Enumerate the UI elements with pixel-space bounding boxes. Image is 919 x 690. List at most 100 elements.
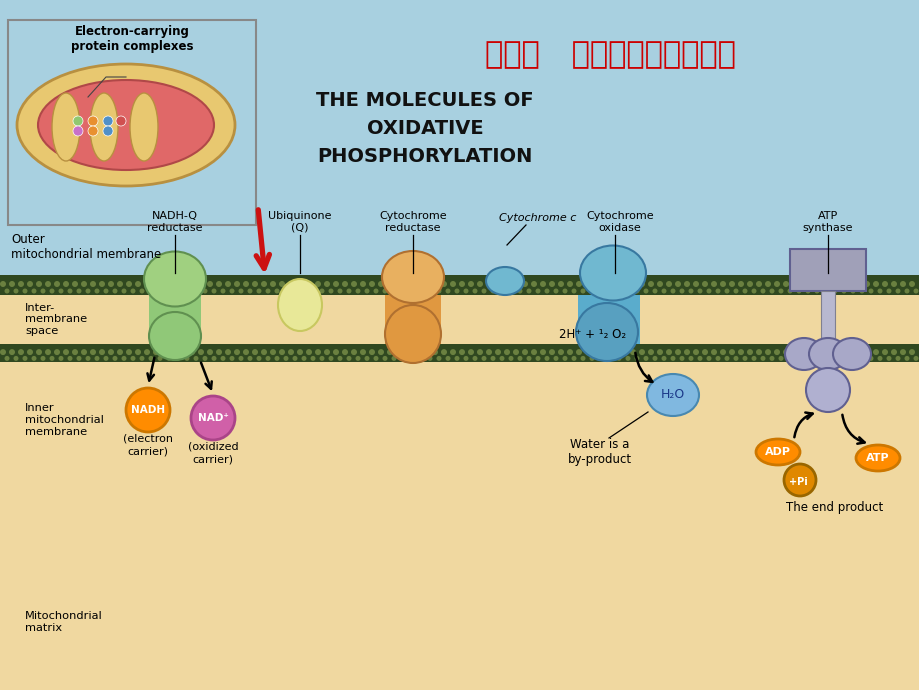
Circle shape bbox=[166, 356, 171, 361]
Circle shape bbox=[243, 349, 249, 355]
Circle shape bbox=[476, 281, 482, 287]
Circle shape bbox=[634, 356, 639, 361]
Circle shape bbox=[40, 356, 45, 361]
Circle shape bbox=[427, 288, 432, 293]
Text: (electron
carrier): (electron carrier) bbox=[123, 434, 173, 456]
Ellipse shape bbox=[579, 246, 645, 301]
Circle shape bbox=[221, 288, 225, 293]
Text: Cytochrome
reductase: Cytochrome reductase bbox=[379, 211, 447, 233]
Circle shape bbox=[418, 288, 423, 293]
Circle shape bbox=[85, 288, 90, 293]
Circle shape bbox=[485, 281, 492, 287]
Circle shape bbox=[364, 288, 369, 293]
Circle shape bbox=[886, 356, 891, 361]
Circle shape bbox=[724, 288, 729, 293]
Circle shape bbox=[238, 356, 244, 361]
Circle shape bbox=[216, 281, 221, 287]
Circle shape bbox=[337, 288, 342, 293]
Circle shape bbox=[400, 288, 405, 293]
Circle shape bbox=[153, 281, 159, 287]
Circle shape bbox=[836, 349, 842, 355]
Ellipse shape bbox=[130, 93, 158, 161]
Circle shape bbox=[468, 281, 473, 287]
Circle shape bbox=[252, 349, 257, 355]
Circle shape bbox=[720, 349, 725, 355]
Circle shape bbox=[238, 288, 244, 293]
Circle shape bbox=[36, 349, 42, 355]
Circle shape bbox=[697, 288, 702, 293]
Circle shape bbox=[459, 281, 464, 287]
Circle shape bbox=[364, 356, 369, 361]
Circle shape bbox=[494, 281, 501, 287]
Circle shape bbox=[841, 288, 845, 293]
Circle shape bbox=[140, 356, 144, 361]
Circle shape bbox=[333, 281, 338, 287]
Circle shape bbox=[710, 349, 716, 355]
Text: Electron-carrying
protein complexes: Electron-carrying protein complexes bbox=[71, 25, 193, 53]
Bar bbox=[0, 344, 919, 362]
Ellipse shape bbox=[832, 338, 870, 370]
Circle shape bbox=[499, 356, 504, 361]
Circle shape bbox=[818, 281, 824, 287]
Circle shape bbox=[440, 349, 447, 355]
Circle shape bbox=[229, 288, 234, 293]
Circle shape bbox=[135, 349, 141, 355]
Circle shape bbox=[639, 349, 644, 355]
Circle shape bbox=[153, 349, 159, 355]
Circle shape bbox=[269, 281, 276, 287]
Ellipse shape bbox=[485, 267, 524, 295]
Circle shape bbox=[36, 281, 42, 287]
Circle shape bbox=[720, 281, 725, 287]
Circle shape bbox=[656, 349, 663, 355]
Circle shape bbox=[724, 356, 729, 361]
Circle shape bbox=[256, 356, 261, 361]
Circle shape bbox=[589, 356, 594, 361]
Circle shape bbox=[535, 356, 540, 361]
Circle shape bbox=[369, 349, 375, 355]
Circle shape bbox=[18, 349, 24, 355]
Circle shape bbox=[832, 288, 836, 293]
Circle shape bbox=[796, 288, 800, 293]
Circle shape bbox=[607, 288, 612, 293]
Circle shape bbox=[728, 281, 734, 287]
Text: ADP: ADP bbox=[765, 447, 790, 457]
Circle shape bbox=[373, 288, 378, 293]
Circle shape bbox=[207, 349, 213, 355]
Circle shape bbox=[99, 349, 105, 355]
Circle shape bbox=[45, 281, 51, 287]
Circle shape bbox=[481, 356, 486, 361]
Circle shape bbox=[710, 281, 716, 287]
Circle shape bbox=[854, 281, 860, 287]
Circle shape bbox=[144, 349, 150, 355]
Circle shape bbox=[463, 288, 468, 293]
Circle shape bbox=[625, 288, 630, 293]
Ellipse shape bbox=[646, 374, 698, 416]
Circle shape bbox=[858, 356, 864, 361]
Circle shape bbox=[328, 356, 333, 361]
Circle shape bbox=[81, 281, 87, 287]
Text: THE MOLECULES OF: THE MOLECULES OF bbox=[316, 90, 533, 110]
Circle shape bbox=[894, 356, 900, 361]
Circle shape bbox=[805, 356, 810, 361]
Circle shape bbox=[337, 356, 342, 361]
Circle shape bbox=[701, 349, 708, 355]
Circle shape bbox=[706, 356, 710, 361]
Circle shape bbox=[562, 288, 567, 293]
Circle shape bbox=[311, 288, 315, 293]
Circle shape bbox=[14, 288, 18, 293]
Circle shape bbox=[185, 356, 189, 361]
Circle shape bbox=[409, 356, 414, 361]
Circle shape bbox=[566, 281, 573, 287]
Circle shape bbox=[787, 288, 791, 293]
Circle shape bbox=[319, 288, 324, 293]
Circle shape bbox=[549, 281, 554, 287]
Circle shape bbox=[288, 349, 294, 355]
Circle shape bbox=[427, 356, 432, 361]
Circle shape bbox=[243, 281, 249, 287]
Circle shape bbox=[233, 281, 240, 287]
Circle shape bbox=[323, 349, 330, 355]
Circle shape bbox=[805, 288, 810, 293]
Circle shape bbox=[22, 288, 28, 293]
Circle shape bbox=[508, 288, 513, 293]
Circle shape bbox=[508, 356, 513, 361]
